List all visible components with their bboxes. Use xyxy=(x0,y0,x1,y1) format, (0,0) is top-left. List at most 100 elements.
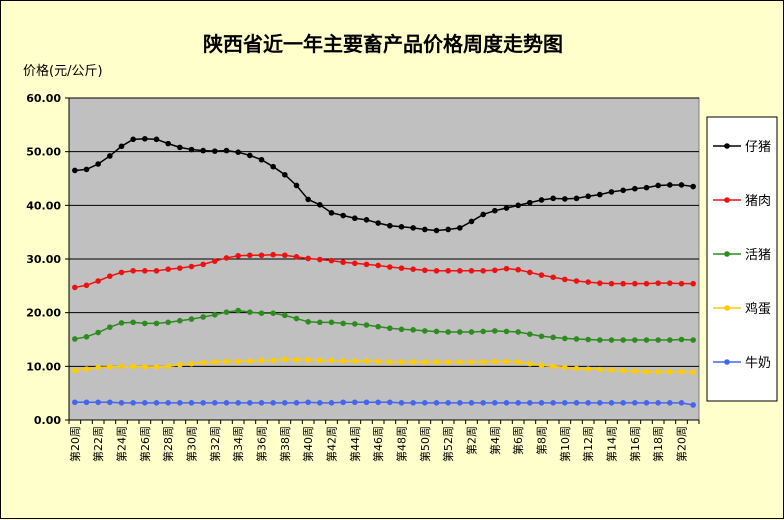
data-point xyxy=(468,359,475,365)
x-tick-label: 第30周 xyxy=(185,426,199,462)
data-point xyxy=(562,196,568,202)
data-point xyxy=(620,337,626,343)
data-point xyxy=(72,336,78,342)
data-point xyxy=(550,363,556,370)
data-point xyxy=(585,279,591,285)
x-tick-label: 第32周 xyxy=(208,426,222,462)
x-tick-label: 第8周 xyxy=(535,426,549,455)
data-point xyxy=(503,358,510,365)
y-tick-label: 60.00 xyxy=(26,92,61,105)
data-point xyxy=(375,399,381,406)
legend-label: 猪肉 xyxy=(745,194,771,209)
data-point xyxy=(212,312,218,318)
data-point xyxy=(305,255,311,262)
data-point xyxy=(212,148,218,154)
data-point xyxy=(503,400,510,406)
data-point xyxy=(200,147,206,154)
data-point xyxy=(107,399,113,406)
data-point xyxy=(433,227,440,234)
data-point xyxy=(223,358,230,365)
x-tick-label: 第20周 xyxy=(68,426,82,462)
data-point xyxy=(352,215,358,222)
legend-label: 牛奶 xyxy=(745,356,771,371)
data-point xyxy=(643,368,650,375)
data-point xyxy=(468,329,475,335)
data-point xyxy=(83,399,90,406)
data-point xyxy=(293,315,300,322)
data-point xyxy=(480,328,486,335)
data-point xyxy=(142,364,148,370)
data-point xyxy=(410,225,416,231)
data-point xyxy=(690,183,696,190)
x-tick-label: 第34周 xyxy=(231,426,245,462)
data-point xyxy=(270,251,276,258)
data-point xyxy=(270,310,276,317)
data-point xyxy=(503,205,510,211)
data-point xyxy=(95,364,101,371)
data-point xyxy=(608,400,615,406)
data-point xyxy=(585,366,591,372)
data-point xyxy=(515,266,521,273)
data-point xyxy=(480,400,486,406)
data-point xyxy=(387,325,393,332)
x-tick-label: 第16周 xyxy=(628,426,642,462)
x-tick-label: 第28周 xyxy=(161,426,175,462)
data-point xyxy=(527,331,533,337)
data-point xyxy=(282,252,288,259)
data-point xyxy=(165,140,171,147)
y-axis-label: 价格(元/公斤) xyxy=(23,63,103,79)
data-point xyxy=(433,359,440,365)
data-point xyxy=(130,319,136,326)
data-point xyxy=(188,360,195,367)
data-point xyxy=(72,399,78,406)
y-tick-label: 10.00 xyxy=(26,360,61,373)
data-point xyxy=(597,191,603,198)
data-point xyxy=(480,211,486,218)
data-point xyxy=(410,359,416,365)
data-point xyxy=(655,280,661,286)
data-point xyxy=(527,360,533,367)
data-point xyxy=(247,252,253,259)
data-point xyxy=(328,357,335,364)
data-point xyxy=(562,400,568,406)
data-point xyxy=(620,187,626,194)
y-tick-label: 50.00 xyxy=(26,146,61,159)
data-point xyxy=(445,400,451,406)
data-point xyxy=(200,261,206,268)
data-point xyxy=(107,324,113,330)
legend-marker xyxy=(724,143,730,149)
data-point xyxy=(247,152,253,159)
data-point xyxy=(480,268,486,274)
data-point xyxy=(667,337,673,343)
x-tick-label: 第10周 xyxy=(558,426,572,462)
data-point xyxy=(188,400,195,406)
data-point xyxy=(690,369,696,376)
data-point xyxy=(247,309,253,315)
data-point xyxy=(153,320,160,327)
data-point xyxy=(690,337,696,343)
data-point xyxy=(328,319,335,326)
data-point xyxy=(387,222,393,229)
data-point xyxy=(433,400,440,406)
data-point xyxy=(340,399,346,406)
data-point xyxy=(632,368,638,374)
data-point xyxy=(468,400,475,406)
data-point xyxy=(632,280,638,287)
legend-marker xyxy=(724,305,730,311)
data-point xyxy=(317,319,323,326)
data-point xyxy=(270,357,276,364)
data-point xyxy=(562,364,568,371)
data-point xyxy=(515,329,521,335)
data-point xyxy=(293,254,300,260)
gridlines xyxy=(69,97,699,367)
data-point xyxy=(270,400,276,406)
data-point xyxy=(387,264,393,270)
data-point xyxy=(398,359,405,365)
legend-label: 鸡蛋 xyxy=(745,301,771,317)
data-point xyxy=(678,336,685,343)
data-point xyxy=(457,225,463,231)
data-point xyxy=(95,399,101,406)
x-tick-label: 第20周 xyxy=(675,426,689,462)
data-point xyxy=(293,357,300,363)
data-point xyxy=(608,337,615,343)
